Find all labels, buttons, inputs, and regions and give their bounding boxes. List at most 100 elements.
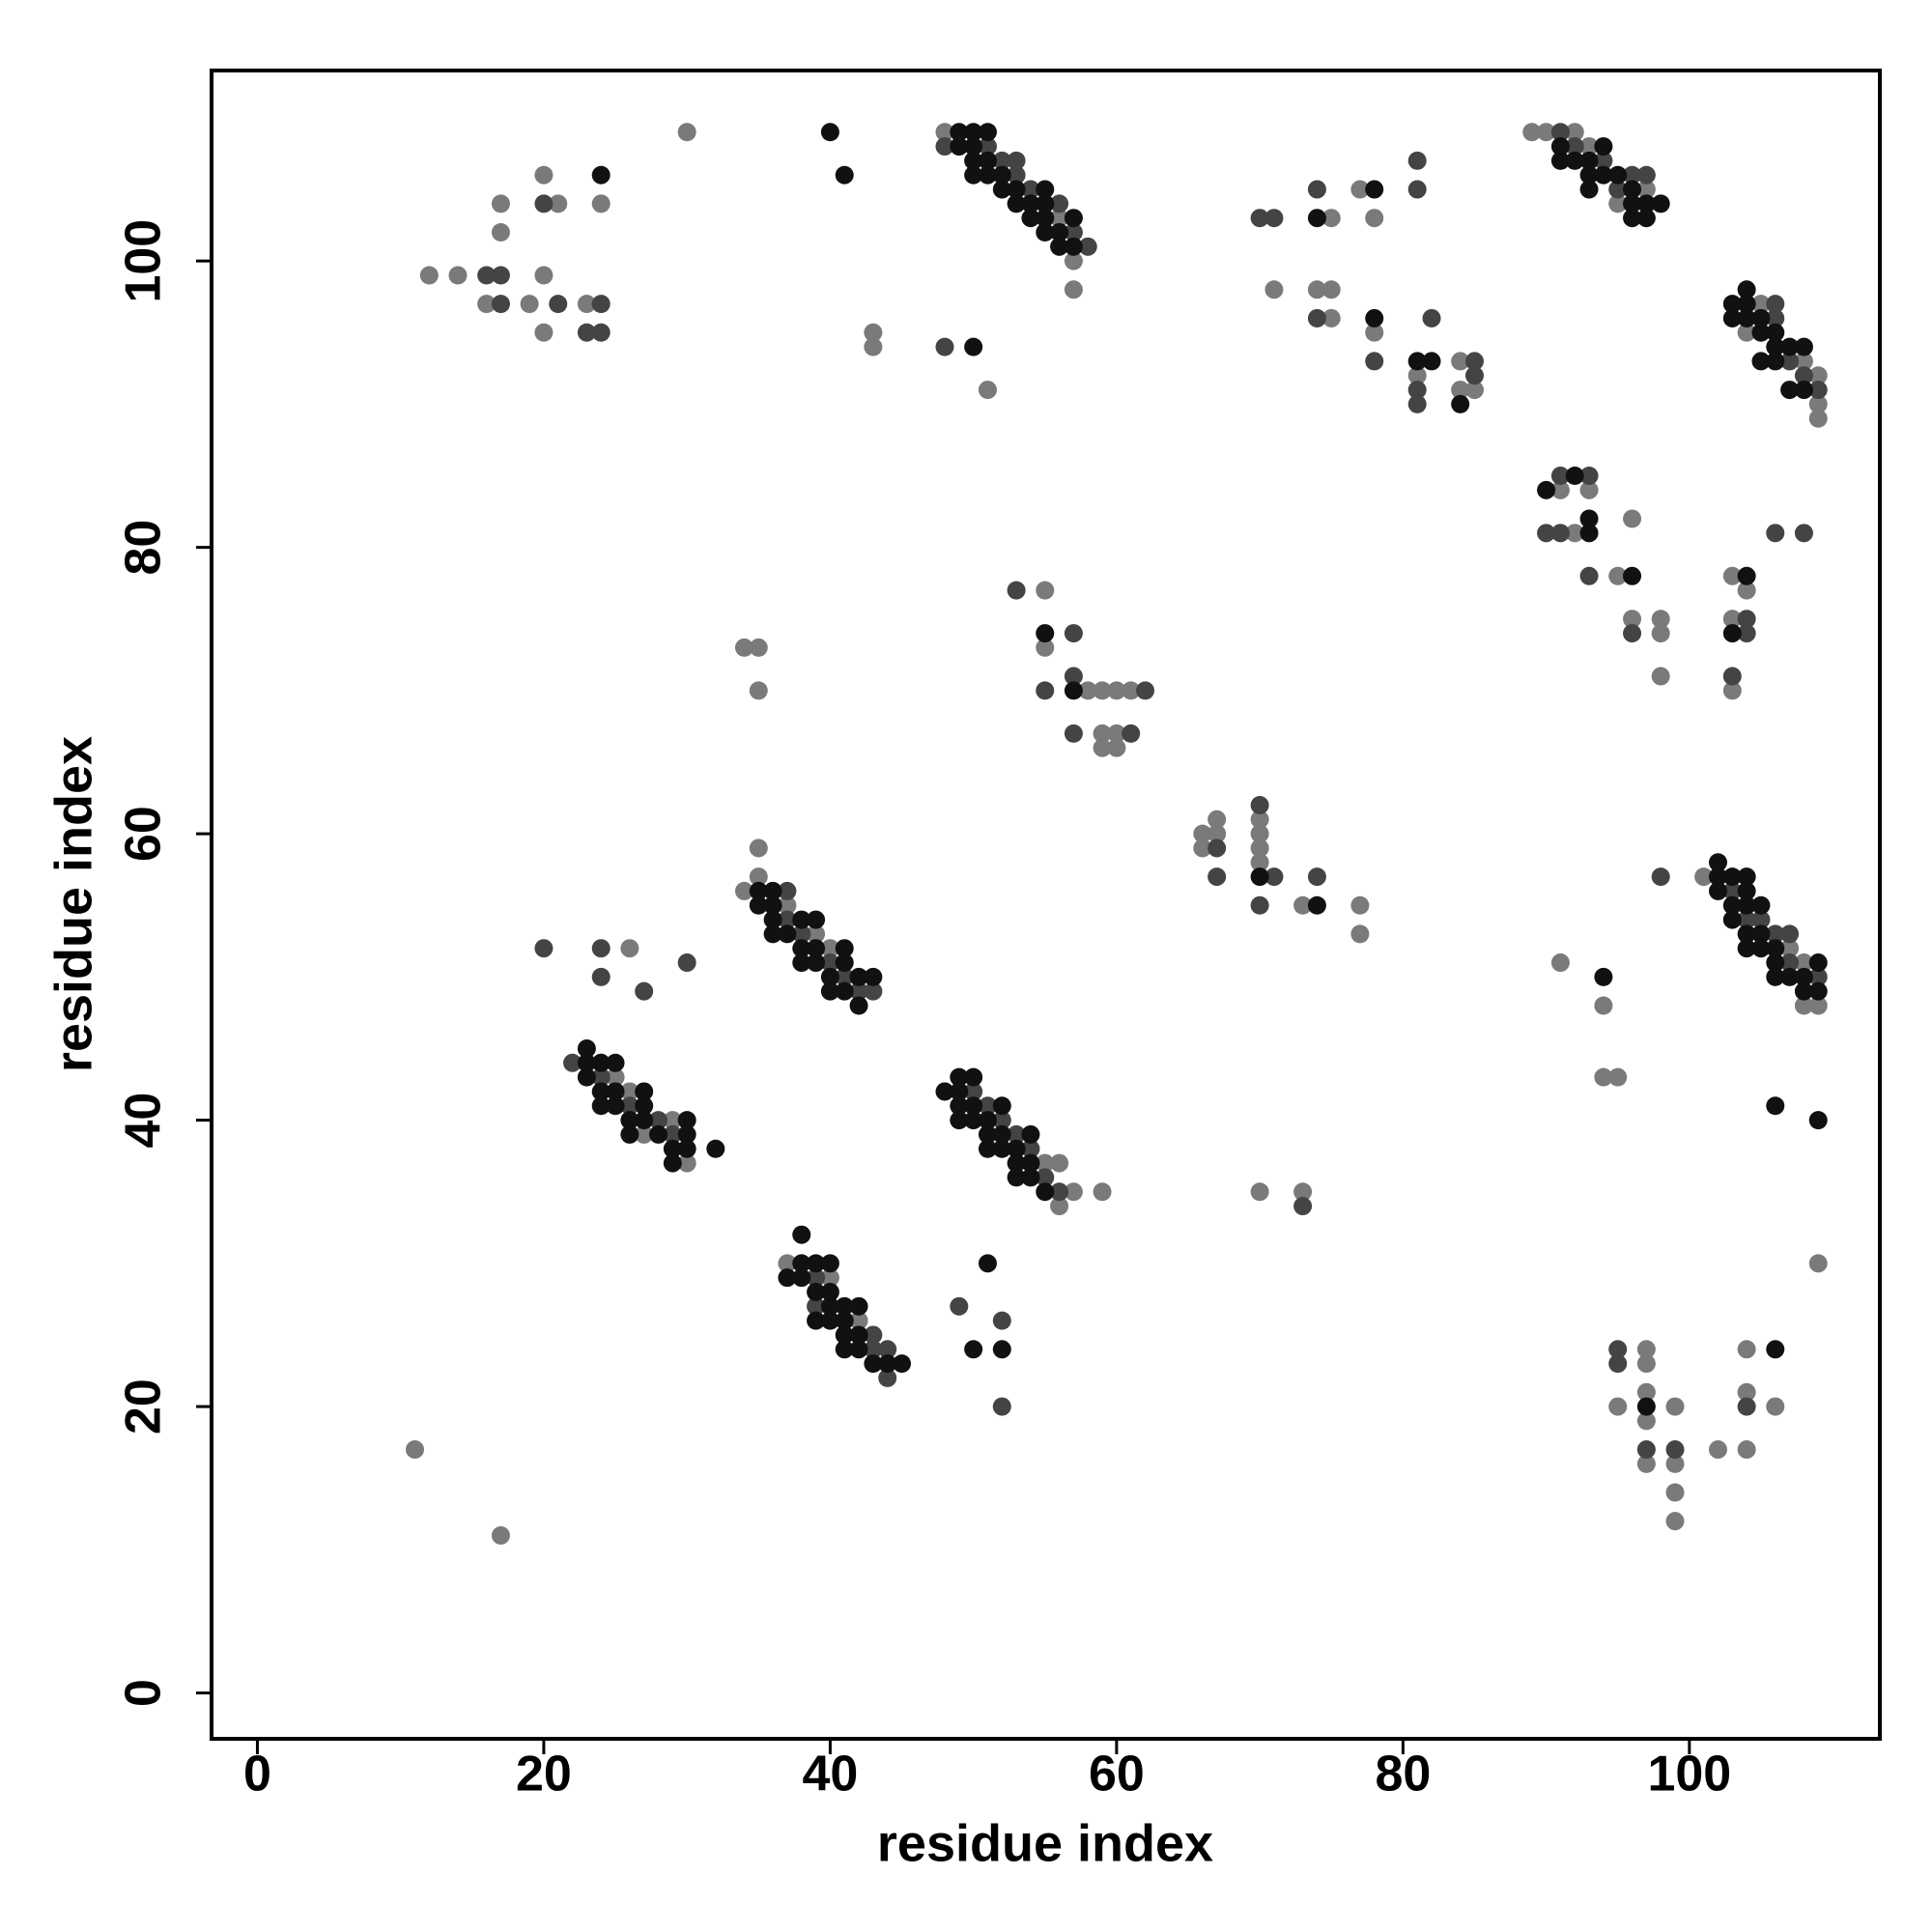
- point: [1250, 867, 1269, 887]
- point: [534, 323, 554, 342]
- point: [635, 981, 654, 1001]
- point: [677, 1111, 696, 1130]
- point: [992, 165, 1011, 185]
- point: [1064, 280, 1083, 299]
- point: [1722, 895, 1742, 915]
- point: [950, 1096, 969, 1116]
- point: [1808, 981, 1828, 1001]
- point: [635, 1096, 654, 1116]
- point: [978, 137, 997, 156]
- point: [534, 194, 554, 213]
- point: [1794, 981, 1813, 1001]
- point: [549, 194, 568, 213]
- point: [1321, 280, 1341, 299]
- point: [1550, 151, 1570, 170]
- point: [992, 180, 1011, 199]
- point: [1722, 881, 1742, 900]
- point: [1365, 209, 1384, 228]
- point: [1307, 308, 1326, 327]
- point: [749, 895, 768, 915]
- point: [1093, 1182, 1112, 1202]
- point: [820, 123, 839, 142]
- point: [1007, 151, 1026, 170]
- point: [1293, 1197, 1313, 1216]
- point: [950, 123, 969, 142]
- point: [663, 1124, 682, 1144]
- point: [1021, 209, 1040, 228]
- point: [992, 151, 1011, 170]
- point: [1608, 1340, 1628, 1359]
- point: [1708, 867, 1727, 887]
- point: [978, 1111, 997, 1130]
- point: [1565, 151, 1584, 170]
- point: [1665, 1440, 1685, 1460]
- point: [1766, 1397, 1785, 1416]
- point: [1050, 1197, 1069, 1216]
- point: [1264, 209, 1284, 228]
- plot-frame: [210, 69, 1882, 1741]
- point: [1636, 165, 1656, 185]
- point: [1293, 895, 1313, 915]
- point: [835, 1325, 854, 1345]
- point: [1722, 295, 1742, 314]
- point: [807, 1296, 826, 1316]
- point: [1451, 394, 1470, 413]
- point: [792, 939, 811, 958]
- point: [1579, 480, 1599, 499]
- point: [778, 881, 797, 900]
- point: [1608, 566, 1628, 585]
- point: [1808, 366, 1828, 385]
- point: [1636, 1382, 1656, 1402]
- point: [706, 1139, 725, 1158]
- point: [1036, 581, 1055, 600]
- point: [1422, 352, 1441, 371]
- point: [1766, 1096, 1785, 1116]
- point: [820, 1282, 839, 1301]
- point: [763, 910, 782, 929]
- point: [620, 1111, 639, 1130]
- point: [1651, 624, 1670, 643]
- point: [491, 1525, 510, 1545]
- point: [1250, 895, 1269, 915]
- point: [591, 323, 611, 342]
- point: [1365, 352, 1384, 371]
- point: [978, 381, 997, 400]
- point: [978, 1254, 997, 1273]
- point: [1250, 853, 1269, 872]
- point: [620, 1082, 639, 1101]
- point: [935, 1082, 954, 1101]
- point: [1780, 953, 1800, 973]
- point: [1623, 624, 1642, 643]
- point: [992, 1397, 1011, 1416]
- point: [1078, 681, 1097, 700]
- point: [849, 1296, 868, 1316]
- point: [1794, 524, 1813, 543]
- point: [964, 337, 983, 356]
- point: [1594, 967, 1613, 986]
- point: [1579, 165, 1599, 185]
- point: [734, 881, 753, 900]
- point: [763, 881, 782, 900]
- point: [491, 194, 510, 213]
- point: [849, 1340, 868, 1359]
- x-axis-title: residue index: [877, 1814, 1213, 1872]
- point: [577, 323, 596, 342]
- point: [1365, 180, 1384, 199]
- point: [734, 638, 753, 657]
- point: [1579, 180, 1599, 199]
- point: [964, 165, 983, 185]
- point: [1064, 624, 1083, 643]
- point: [1766, 524, 1785, 543]
- point: [1565, 137, 1584, 156]
- point: [1636, 209, 1656, 228]
- point: [835, 1311, 854, 1330]
- point: [1737, 1340, 1756, 1359]
- point: [820, 939, 839, 958]
- point: [1737, 910, 1756, 929]
- point: [1208, 824, 1227, 843]
- point: [663, 1111, 682, 1130]
- point: [1579, 524, 1599, 543]
- point: [1594, 1067, 1613, 1087]
